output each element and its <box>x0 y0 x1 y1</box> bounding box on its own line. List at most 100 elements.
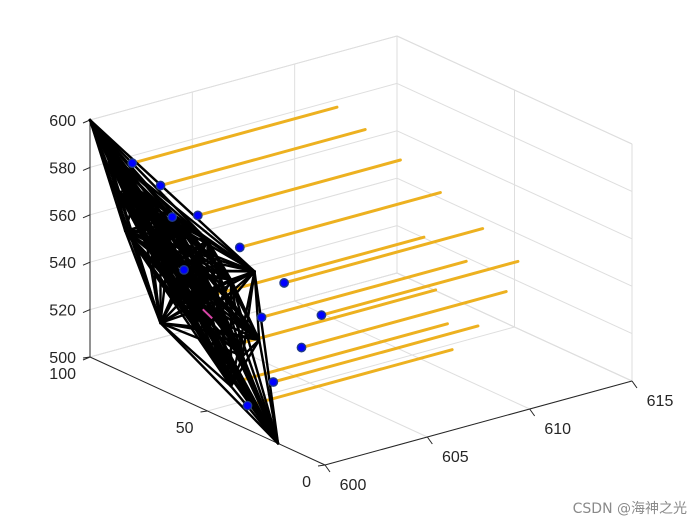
cluster-edge <box>88 118 256 273</box>
cluster-edge <box>241 354 280 445</box>
z-tick-mark <box>82 119 91 124</box>
cluster-edge <box>178 302 261 342</box>
cluster-edge <box>258 338 280 445</box>
cluster-edge <box>124 229 162 325</box>
z-tick-label: 580 <box>49 160 76 177</box>
trail-line <box>245 348 454 408</box>
cluster-edge <box>178 302 209 330</box>
marker-point <box>279 278 290 288</box>
cluster-edge <box>194 257 261 342</box>
z-tick-mark <box>82 356 91 361</box>
plot-area <box>88 105 520 445</box>
marker-point <box>256 312 267 323</box>
cluster-edge <box>253 270 280 445</box>
highlight-mark <box>202 308 213 320</box>
cluster-edge <box>229 338 261 388</box>
z-tick-label: 600 <box>49 113 76 130</box>
cluster-edge <box>159 302 181 325</box>
marker-point <box>242 400 253 411</box>
z-tick-label: 520 <box>49 303 76 320</box>
x-tick-label: 610 <box>544 421 571 438</box>
marker-point <box>192 210 203 221</box>
z-tick-mark <box>82 166 91 171</box>
trail-line <box>238 191 442 249</box>
watermark: CSDN @海神之光 <box>573 501 687 517</box>
cluster-edge <box>253 270 261 342</box>
trail-line <box>319 259 520 317</box>
x-tick-mark <box>426 436 433 445</box>
cluster-edge <box>178 302 233 388</box>
cluster-edge <box>124 229 233 388</box>
x-axis-line <box>324 380 633 466</box>
cluster-edge <box>229 278 261 342</box>
marker-point <box>155 180 166 191</box>
trail-line <box>241 322 449 382</box>
trail-line <box>159 128 367 188</box>
gridline-z <box>396 225 633 335</box>
cluster-edge <box>116 191 256 273</box>
marker-point <box>234 242 245 253</box>
cluster-edge <box>229 278 280 445</box>
cluster-edge <box>124 229 209 330</box>
y-tick-mark <box>200 410 208 413</box>
y-tick-label: 0 <box>302 474 311 491</box>
marker-point <box>268 377 279 387</box>
marker-point <box>296 342 307 353</box>
cluster-edge <box>147 228 256 273</box>
cluster-edge <box>159 321 209 330</box>
y-tick-label: 50 <box>176 420 194 437</box>
cluster-edge <box>182 268 280 445</box>
marker-point <box>316 310 327 321</box>
trail-line <box>300 290 508 350</box>
trail-line <box>196 158 402 217</box>
trail-line <box>130 105 339 165</box>
x-tick-mark <box>631 380 638 389</box>
gridline-z <box>396 35 633 145</box>
gridline-z <box>396 177 633 287</box>
x-tick-label: 605 <box>442 449 469 466</box>
cluster-edge <box>88 118 209 242</box>
trail-line <box>229 288 438 348</box>
x-tick-label: 600 <box>340 477 367 494</box>
gridline-z <box>396 130 633 240</box>
cluster-edge <box>116 187 139 194</box>
x-tick-label: 615 <box>647 393 674 410</box>
cluster-edge <box>116 191 233 281</box>
trail-line <box>260 259 468 319</box>
cluster-edge <box>147 228 162 325</box>
cluster-edge <box>182 268 233 281</box>
cluster-edge <box>206 326 233 388</box>
cluster-edge <box>124 228 150 233</box>
cluster-edge <box>229 354 244 388</box>
z-tick-label: 500 <box>49 350 76 367</box>
x-tick-mark <box>324 464 331 473</box>
trail-line <box>271 324 480 384</box>
cluster-edge <box>124 229 233 281</box>
y-tick-mark <box>317 464 326 467</box>
gridline-z <box>89 82 398 168</box>
marker-point <box>167 212 178 222</box>
z-tick-label: 560 <box>49 208 76 225</box>
y-tick-label: 100 <box>49 366 76 383</box>
cluster-edge <box>159 321 233 388</box>
z-tick-mark <box>82 261 91 266</box>
z-tick-label: 540 <box>49 255 76 272</box>
cluster-edge <box>159 321 280 445</box>
cluster-edge <box>124 229 261 342</box>
gridline-z <box>89 35 398 121</box>
gridline-z <box>396 82 633 192</box>
z-tick-mark <box>82 309 91 314</box>
gridline-z <box>89 272 398 358</box>
cluster-edge <box>229 385 280 445</box>
z-tick-mark <box>82 214 91 219</box>
trail-line <box>282 227 485 285</box>
marker-point <box>127 158 138 169</box>
x-tick-mark <box>529 408 536 417</box>
cluster-edge <box>116 191 162 325</box>
cluster-edge <box>124 229 244 358</box>
marker-point <box>179 264 189 275</box>
cluster-edge <box>105 150 256 273</box>
